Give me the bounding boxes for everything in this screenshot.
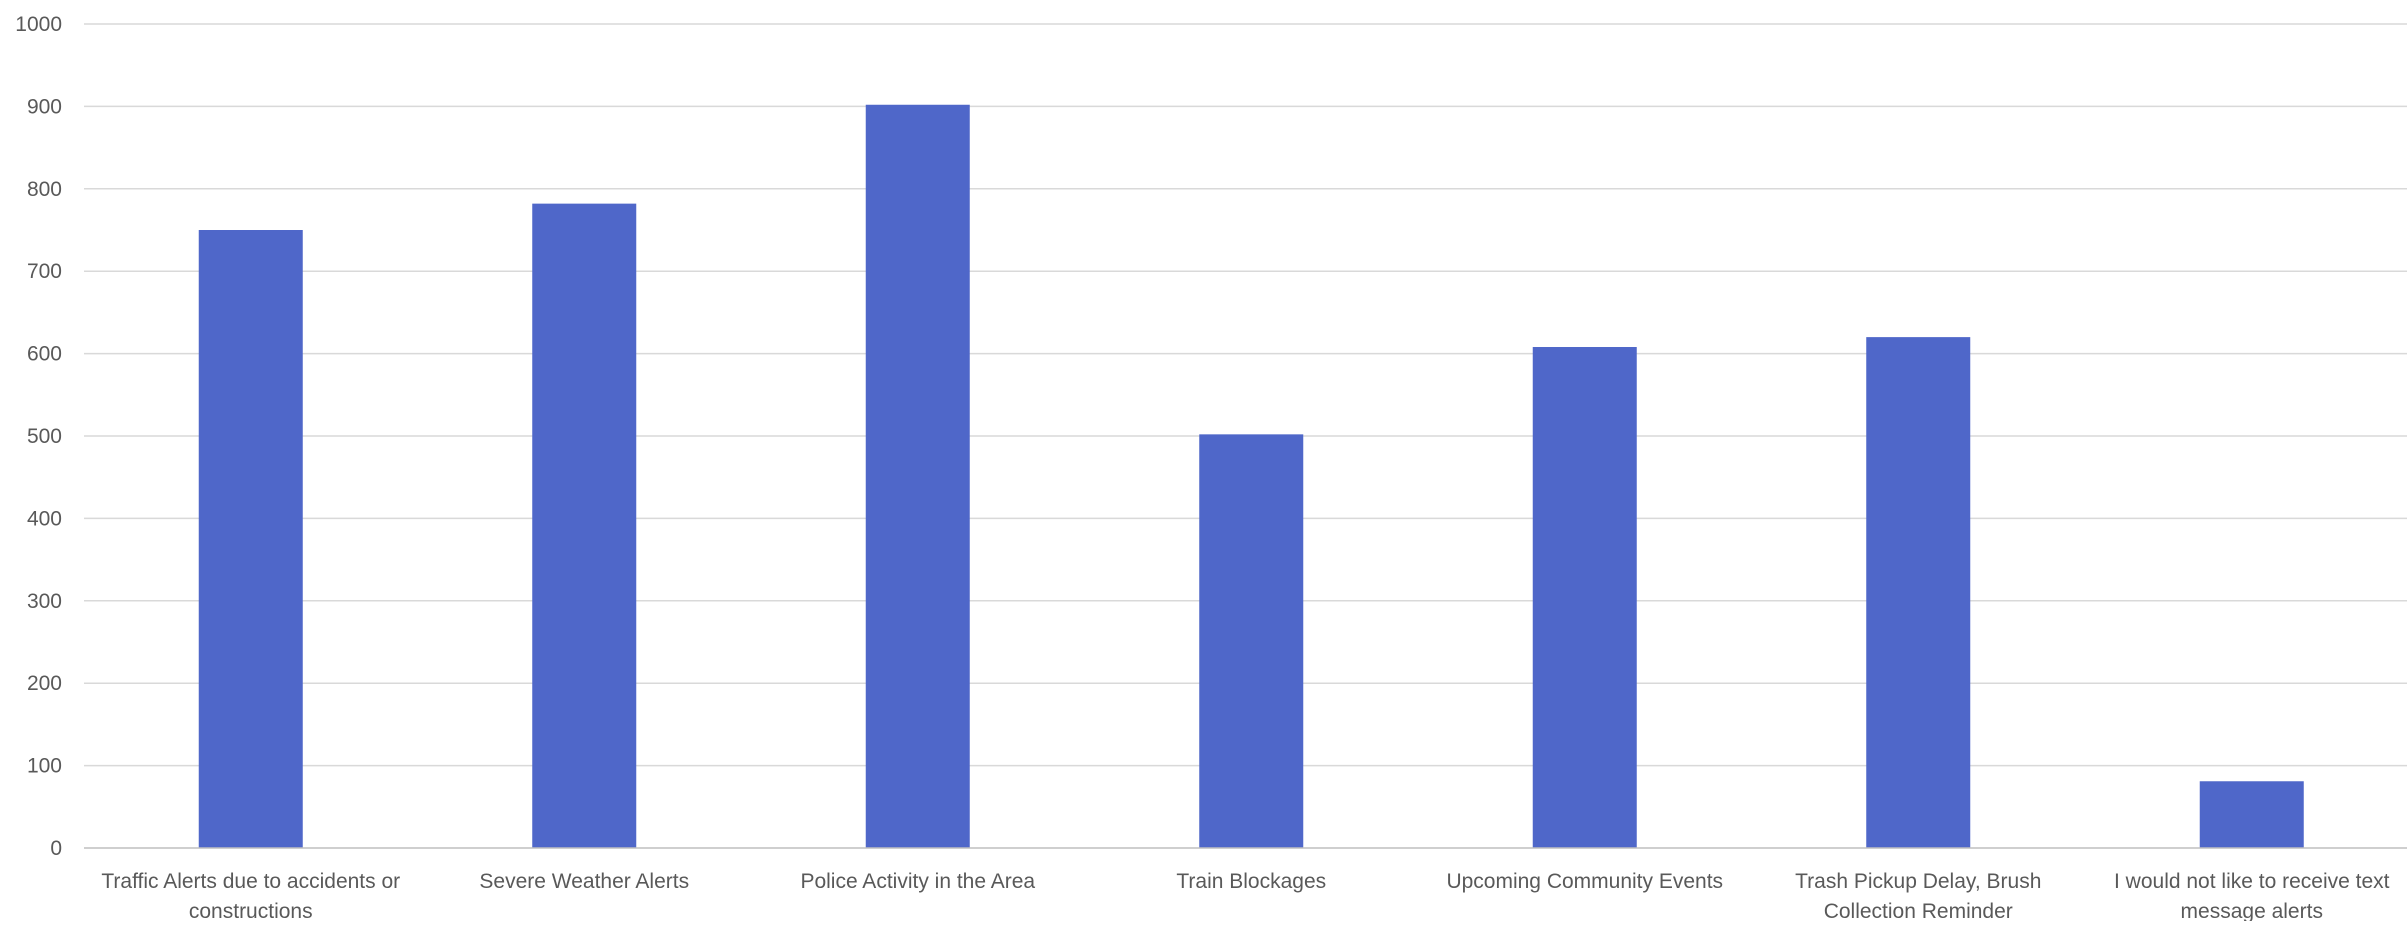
x-tick-label-line: Upcoming Community Events	[1446, 870, 1723, 893]
bar-4	[1199, 434, 1304, 848]
bar-7	[2199, 781, 2304, 848]
x-tick-label-7: I would not like to receive text message …	[2114, 870, 2390, 921]
x-tick-label-line: message alerts	[2181, 900, 2323, 921]
x-tick-label-line: Train Blockages	[1176, 870, 1326, 893]
y-tick-label-1000: 1000	[15, 13, 62, 36]
y-tick-label-300: 300	[27, 590, 62, 613]
y-tick-label-0: 0	[50, 837, 62, 860]
bar-1	[198, 230, 303, 848]
x-tick-label-4: Train Blockages	[1176, 870, 1326, 893]
y-tick-label-400: 400	[27, 507, 62, 530]
x-tick-label-line: Trash Pickup Delay, Brush	[1795, 870, 2041, 893]
bar-2	[532, 203, 637, 848]
bar-3	[865, 104, 970, 848]
y-tick-label-200: 200	[27, 672, 62, 695]
x-tick-label-6: Trash Pickup Delay, Brush Collection Remi…	[1795, 870, 2041, 921]
x-tick-label-line: Collection Reminder	[1824, 900, 2013, 921]
x-tick-label-line: constructions	[189, 900, 313, 921]
bars	[198, 104, 2304, 848]
x-tick-label-1: Traffic Alerts due to accidents or constr…	[101, 870, 400, 921]
x-tick-label-5: Upcoming Community Events	[1446, 870, 1723, 893]
y-tick-label-500: 500	[27, 425, 62, 448]
x-tick-label-line: Traffic Alerts due to accidents or	[101, 870, 400, 893]
y-axis-tick-labels: 0 100 200 300 400 500 600 700 800 900 1000	[15, 13, 62, 860]
y-tick-label-600: 600	[27, 343, 62, 366]
x-tick-label-line: Police Activity in the Area	[800, 870, 1035, 893]
bar-6	[1866, 337, 1971, 848]
x-tick-label-3: Police Activity in the Area	[800, 870, 1035, 893]
x-axis-tick-labels: Traffic Alerts due to accidents or constr…	[101, 870, 2390, 923]
x-tick-label-line: Severe Weather Alerts	[479, 870, 689, 893]
x-tick-label-2: Severe Weather Alerts	[479, 870, 689, 893]
y-tick-label-900: 900	[27, 95, 62, 118]
y-tick-label-800: 800	[27, 178, 62, 201]
y-tick-label-700: 700	[27, 260, 62, 283]
x-tick-label-line: I would not like to receive text	[2114, 870, 2390, 893]
bar-5	[1532, 347, 1637, 848]
y-tick-label-100: 100	[27, 755, 62, 778]
